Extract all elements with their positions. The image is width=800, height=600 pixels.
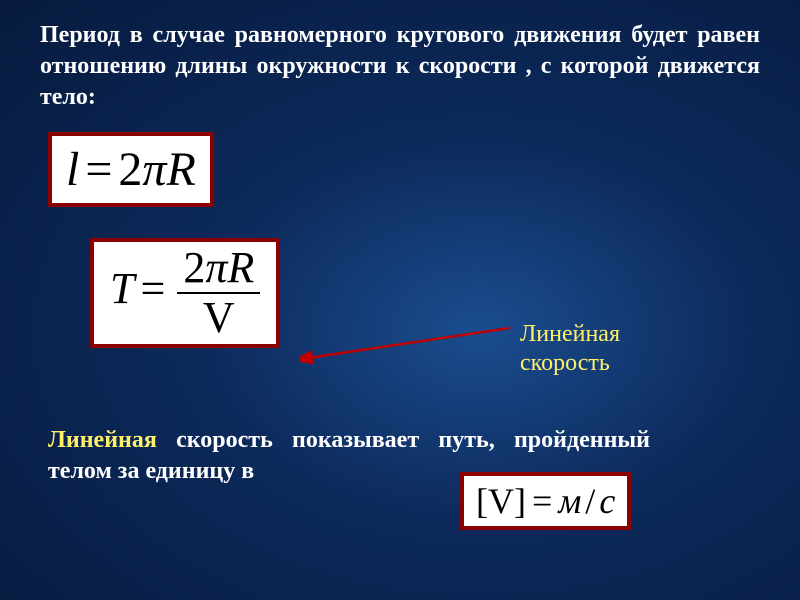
var-l: l	[66, 143, 79, 196]
var-T: T	[110, 264, 134, 313]
fraction: 2πR V	[177, 246, 260, 340]
const-2: 2	[118, 143, 142, 196]
denominator: V	[177, 294, 260, 340]
var-R: R	[166, 143, 195, 196]
equals: =	[140, 264, 165, 313]
desc-highlight: Линейная	[48, 427, 157, 453]
formula-circumference: l=2πR	[48, 132, 214, 207]
arrow-annotation	[300, 310, 520, 370]
const-pi: π	[142, 143, 166, 196]
intro-text: Период в случае равномерного кругового д…	[40, 20, 760, 114]
numerator: 2πR	[177, 246, 260, 294]
linear-speed-label: Линейная скорость	[520, 320, 620, 378]
formula-period: T= 2πR V	[90, 238, 280, 348]
equals: =	[85, 143, 112, 196]
unit-formula: [V]=м/с	[460, 472, 631, 530]
